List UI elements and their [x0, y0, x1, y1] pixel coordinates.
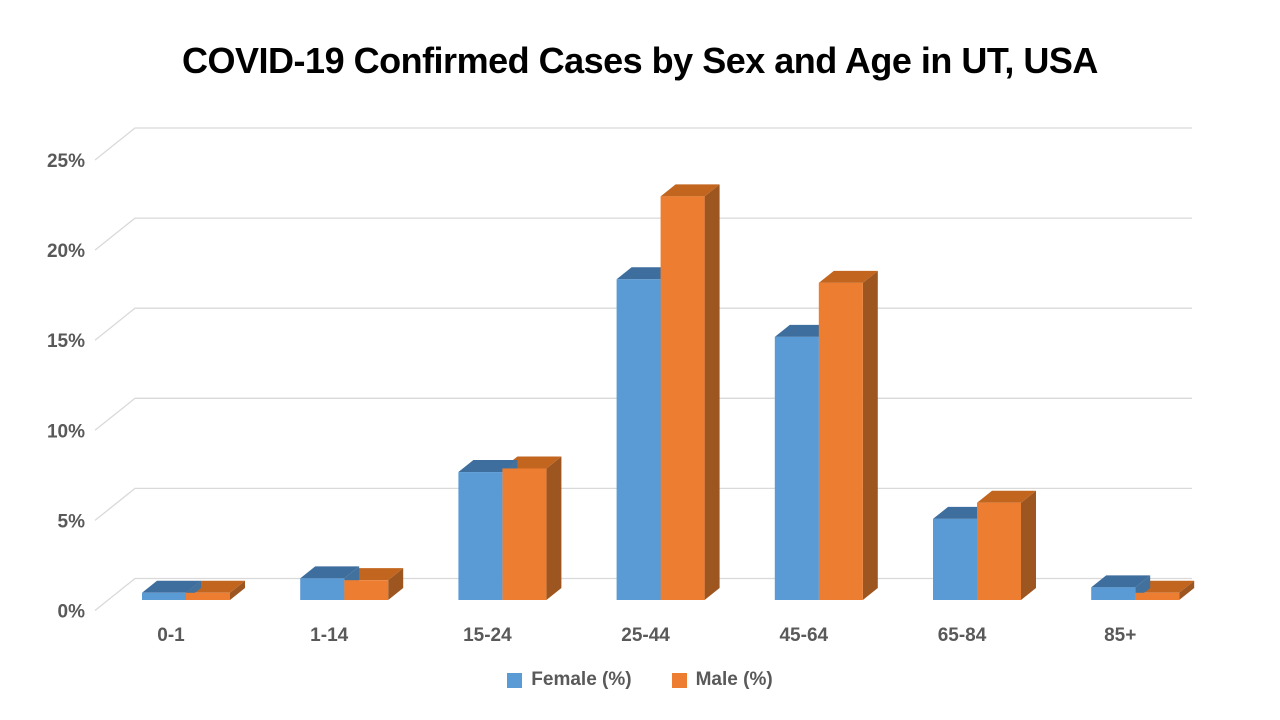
bar-male-0-1 [186, 592, 230, 600]
bar-top-female-85+ [1091, 575, 1151, 588]
bar-top-female-0-1 [142, 580, 201, 593]
chart-title: COVID-19 Confirmed Cases by Sex and Age … [182, 40, 1098, 81]
category-label-65-84: 65-84 [938, 625, 987, 646]
bar-top-male-65-84 [977, 490, 1036, 503]
bar-side-male-85+ [1179, 580, 1195, 600]
bar-female-0-1 [142, 592, 186, 600]
bar-top-female-1-14 [300, 566, 360, 579]
bar-side-male-15-24 [546, 456, 562, 600]
bar-side-male-65-84 [1021, 490, 1036, 600]
bar-male-1-14 [344, 580, 389, 600]
bar-female-25-44 [616, 279, 661, 600]
bar-female-1-14 [300, 578, 345, 600]
legend-item-female: Female (%) [507, 669, 632, 691]
gridline-20 [94, 217, 1192, 251]
ytick-label-10: 10% [47, 421, 85, 442]
bar-female-85+ [1091, 587, 1136, 600]
bar-male-15-24 [502, 468, 547, 600]
legend-label-female: Female (%) [531, 669, 632, 690]
bar-male-65-84 [977, 502, 1021, 600]
bar-female-45-64 [774, 336, 819, 600]
bar-male-25-44 [660, 196, 705, 601]
category-label-15-24: 15-24 [463, 625, 512, 646]
legend-swatch-female-icon [507, 672, 523, 688]
bar-female-15-24 [458, 472, 503, 600]
ytick-label-15: 15% [47, 331, 85, 352]
bar-side-male-25-44 [704, 184, 720, 601]
ytick-label-20: 20% [47, 241, 85, 262]
gridline-25 [94, 127, 1192, 161]
bar-male-45-64 [818, 282, 863, 600]
ytick-label-25: 25% [47, 151, 85, 172]
bar-male-85+ [1135, 592, 1180, 600]
category-label-1-14: 1-14 [310, 625, 348, 646]
category-label-45-64: 45-64 [779, 625, 828, 646]
bar-top-male-25-44 [660, 184, 720, 197]
category-label-85+: 85+ [1104, 625, 1136, 646]
category-label-25-44: 25-44 [621, 625, 670, 646]
bar-side-male-0-1 [230, 580, 245, 600]
ytick-label-5: 5% [58, 511, 86, 532]
category-label-0-1: 0-1 [157, 625, 185, 646]
legend-label-male: Male (%) [695, 669, 773, 690]
bar-top-male-45-64 [818, 270, 878, 283]
legend: Female (%) Male (%) [0, 667, 1280, 693]
legend-swatch-male-icon [671, 672, 687, 688]
bar-female-65-84 [933, 518, 977, 600]
bar-side-male-45-64 [862, 270, 878, 600]
bar-side-male-1-14 [388, 568, 404, 600]
ytick-label-0: 0% [58, 602, 86, 623]
legend-item-male: Male (%) [671, 669, 773, 691]
